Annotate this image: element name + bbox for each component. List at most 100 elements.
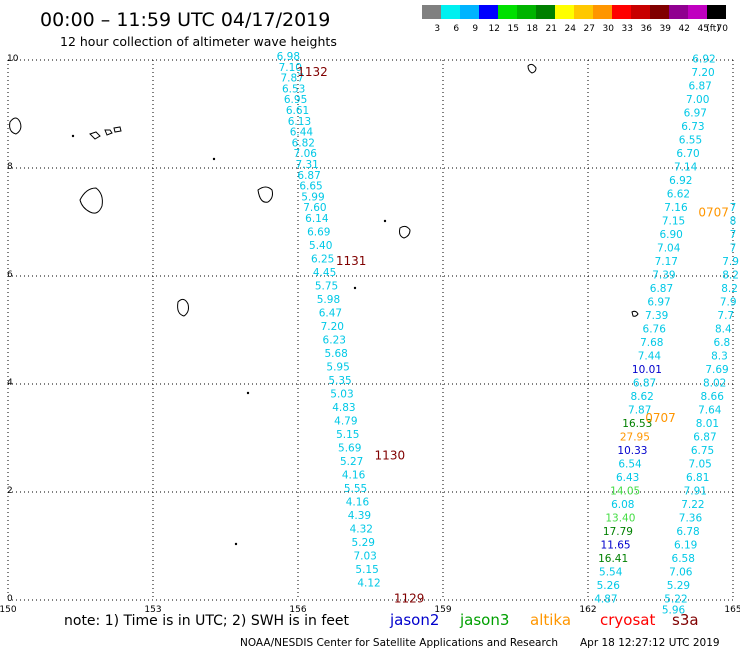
swh-value: 8.2 (722, 270, 739, 282)
satellite-name: jason3 (459, 611, 509, 629)
data-labels: 6.987.107.876.536.956.616.136.446.827.06… (277, 51, 739, 617)
x-tick-label: 162 (579, 605, 596, 615)
legend-swatch (555, 5, 574, 19)
swh-value: 6.97 (647, 297, 670, 309)
swh-value: 8.62 (630, 391, 653, 403)
swh-value: 7 (730, 243, 737, 255)
legend-tick: 42 (678, 24, 689, 34)
swh-value: 6.81 (686, 472, 709, 484)
island-dot (353, 286, 357, 290)
x-tick-label: 165 (724, 605, 740, 615)
swh-value: 5.95 (326, 362, 349, 374)
swh-value: 5.26 (597, 580, 621, 592)
legend-swatch (707, 5, 726, 19)
legend-tick: 45 (697, 24, 708, 34)
swh-value: 6.70 (676, 148, 699, 160)
swh-value: 7.14 (674, 162, 698, 174)
swh-value: 7.06 (294, 148, 318, 160)
swh-value: 6.87 (688, 81, 711, 93)
swh-value: 7.7 (717, 310, 734, 322)
island-outline (79, 187, 103, 214)
swh-value: 6.13 (288, 116, 311, 128)
swh-value: 6.8 (714, 337, 731, 349)
swh-value: 6.23 (323, 335, 346, 347)
swh-value: 7.64 (698, 405, 722, 417)
swh-value: 5.75 (315, 281, 338, 293)
swh-value: 6.54 (618, 459, 642, 471)
swh-value: 5.22 (664, 594, 687, 606)
legend-tick: 33 (621, 24, 632, 34)
y-tick-label: 2 (7, 486, 13, 496)
legend-tick: 9 (472, 24, 478, 34)
swh-value: 7.9 (720, 297, 737, 309)
swh-value: 6.14 (305, 213, 329, 225)
swh-value: 6.87 (633, 378, 656, 390)
swh-value: 27.95 (620, 432, 650, 444)
swh-value: 7 (730, 202, 737, 214)
island-outline (631, 310, 639, 317)
legend-swatch (536, 5, 555, 19)
legend-swatch (441, 5, 460, 19)
y-tick-label: 8 (7, 162, 13, 172)
swh-value: 5.98 (317, 294, 340, 306)
swh-value: 6.47 (319, 308, 342, 320)
swh-value: 7 (730, 229, 737, 241)
swh-value: 7.03 (353, 551, 376, 563)
swh-value: 11.65 (601, 540, 631, 552)
swh-value: 7.16 (664, 202, 688, 214)
swh-value: 7.15 (662, 216, 685, 228)
swh-value: 6.58 (672, 553, 695, 565)
swh-value: 5.15 (355, 564, 378, 576)
swh-value: 13.40 (605, 513, 635, 525)
swh-value: 6.95 (284, 94, 307, 106)
swh-value: 7.87 (628, 405, 651, 417)
swh-value: 5.27 (340, 456, 363, 468)
x-axis: 150 153 156 159 162 165 (0, 605, 740, 615)
island-outline (104, 129, 113, 136)
swh-value: 7.44 (638, 351, 662, 363)
legend-swatch (479, 5, 498, 19)
legend-swatch (612, 5, 631, 19)
swh-value: 5.96 (662, 605, 686, 617)
swh-value: 6.19 (674, 540, 697, 552)
swh-value: 8.3 (711, 351, 728, 363)
swh-value: 5.35 (328, 375, 351, 387)
satellite-legend: jason2 jason3 altika cryosat s3a (389, 611, 699, 629)
swh-value: 7.91 (684, 486, 707, 498)
island-outline (9, 117, 22, 135)
y-tick-label: 4 (7, 378, 13, 388)
swh-value: 7.87 (281, 73, 304, 85)
swh-value: 6.61 (286, 105, 309, 117)
swh-value: 4.16 (346, 497, 370, 509)
swh-value: 5.99 (301, 191, 324, 203)
x-tick-label: 159 (434, 605, 451, 615)
legend-tick: 30 (602, 24, 614, 34)
island-outline (399, 225, 411, 239)
swh-value: 8.2 (721, 283, 738, 295)
swh-value: 7.60 (303, 202, 326, 214)
swh-value: 8.01 (696, 418, 719, 430)
time-label: 1130 (375, 449, 406, 463)
swh-value: 5.69 (338, 443, 361, 455)
coastlines (9, 63, 639, 546)
chart-title: 00:00 – 11:59 UTC 04/17/2019 (40, 9, 330, 31)
swh-value: 6.69 (307, 227, 330, 239)
swh-value: 4.32 (350, 524, 373, 536)
legend-tick: 3 (434, 24, 440, 34)
swh-value: 10.33 (617, 445, 647, 457)
swh-value: 8.4 (715, 324, 732, 336)
swh-value: 6.73 (681, 121, 704, 133)
swh-value: 7.05 (688, 459, 711, 471)
legend-swatch (688, 5, 707, 19)
legend-swatch (669, 5, 688, 19)
legend-tick: 12 (488, 24, 499, 34)
time-label: 0707 (645, 411, 676, 425)
satellite-name: altika (530, 611, 571, 629)
swh-value: 7.39 (645, 310, 668, 322)
swh-value: 5.15 (336, 429, 359, 441)
x-tick-label: 153 (144, 605, 161, 615)
swh-value: 4.79 (334, 416, 357, 428)
legend-swatch (498, 5, 517, 19)
swh-value: 8 (730, 216, 737, 228)
